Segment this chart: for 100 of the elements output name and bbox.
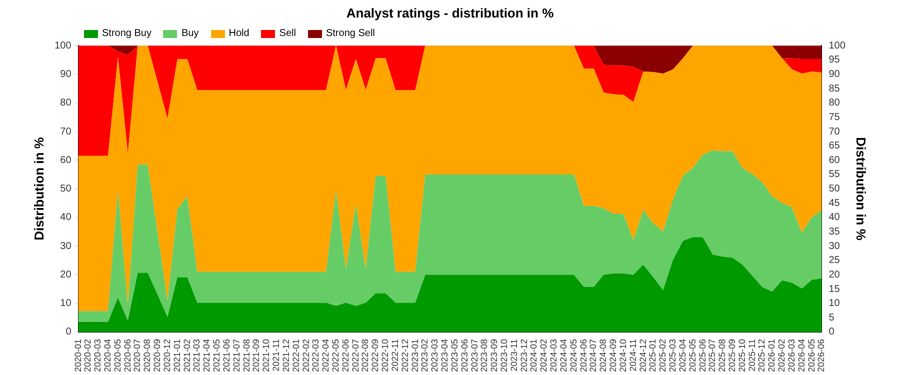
x-tick-label: 2021-08: [241, 338, 252, 372]
y-tick-label: 100: [54, 40, 72, 52]
y2-tick-label: 65: [828, 140, 840, 152]
x-tick-label: 2021-05: [212, 338, 222, 372]
x-tick-label: 2020-01: [72, 338, 83, 372]
y2-tick-label: 35: [828, 226, 840, 238]
x-tick-label: 2022-01: [290, 338, 301, 372]
x-tick-label: 2025-10: [736, 338, 747, 372]
x-tick-label: 2022-08: [360, 338, 370, 372]
x-tick-label: 2025-01: [648, 338, 658, 372]
legend-label: Strong Sell: [326, 28, 375, 39]
y-tick-label: 70: [60, 126, 72, 138]
legend-label: Buy: [181, 28, 199, 39]
x-tick-label: 2022-10: [380, 338, 390, 372]
y-tick-label: 10: [60, 298, 72, 310]
y2-tick-label: 5: [828, 312, 835, 324]
y2-tick-label: 45: [828, 198, 840, 209]
y2-tick-label: 25: [828, 255, 840, 266]
x-tick-label: 2025-11: [746, 338, 757, 372]
y-tick-label: 30: [60, 240, 72, 252]
x-tick-label: 2020-02: [82, 338, 93, 372]
x-tick-label: 2021-03: [192, 338, 202, 372]
x-tick-label: 2025-03: [668, 338, 678, 372]
x-tick-label: 2025-02: [658, 338, 668, 372]
y2-tick-label: 30: [828, 240, 840, 252]
y2-tick-label: 90: [828, 68, 840, 80]
x-tick-label: 2026-03: [786, 338, 796, 372]
x-tick-label: 2023-08: [479, 338, 490, 372]
x-tick-label: 2024-02: [538, 338, 549, 372]
y2-tick-label: 60: [828, 154, 840, 166]
x-tick-label: 2022-04: [320, 338, 331, 372]
x-tick-label: 2020-07: [132, 338, 142, 372]
x-tick-label: 2022-09: [370, 338, 380, 372]
x-tick-label: 2024-09: [608, 338, 618, 372]
x-tick-label: 2022-03: [310, 338, 321, 372]
x-tick-label: 2023-05: [449, 338, 460, 372]
x-tick-label: 2020-05: [112, 338, 122, 372]
y-tick-label: 60: [60, 154, 72, 166]
x-tick-label: 2023-04: [440, 338, 450, 372]
x-tick-label: 2024-11: [628, 338, 638, 372]
x-tick-label: 2020-08: [142, 338, 152, 372]
x-tick-label: 2025-05: [687, 338, 698, 372]
y2-tick-label: 100: [828, 40, 846, 52]
x-tick-label: 2020-04: [102, 338, 113, 372]
legend-label: Sell: [279, 28, 296, 39]
x-tick-label: 2020-12: [162, 338, 172, 372]
x-tick-label: 2026-04: [796, 338, 806, 372]
x-tick-label: 2024-05: [568, 338, 578, 372]
y2-tick-label: 15: [828, 284, 840, 295]
legend-label: Hold: [228, 28, 250, 39]
y2-tick-label: 70: [828, 126, 840, 138]
x-tick-label: 2025-07: [707, 338, 718, 372]
x-tick-label: 2023-12: [518, 338, 529, 372]
x-tick-label: 2021-10: [261, 338, 272, 372]
legend-label: Strong Buy: [102, 28, 152, 39]
x-tick-label: 2025-06: [697, 338, 708, 372]
x-tick-label: 2024-10: [618, 338, 628, 372]
x-tick-label: 2021-12: [280, 338, 291, 372]
y2-tick-label: 85: [828, 83, 840, 94]
x-tick-label: 2024-01: [528, 338, 539, 372]
x-tick-label: 2022-02: [300, 338, 311, 372]
x-tick-label: 2021-04: [202, 338, 212, 372]
x-tick-label: 2022-05: [330, 338, 340, 372]
x-tick-label: 2024-04: [558, 338, 568, 372]
x-tick-label: 2020-06: [122, 338, 132, 372]
x-tick-label: 2021-06: [221, 338, 232, 372]
x-tick-label: 2026-02: [776, 338, 787, 372]
x-tick-label: 2022-07: [350, 338, 360, 372]
y2-axis-title: Distribution in %: [854, 137, 869, 241]
x-tick-label: 2025-08: [717, 338, 728, 372]
y2-tick-label: 0: [828, 326, 835, 338]
y-tick-label: 90: [60, 68, 72, 80]
x-tick-label: 2023-10: [499, 338, 510, 372]
x-tick-label: 2023-11: [508, 338, 519, 372]
y-tick-label: 20: [60, 269, 72, 280]
y-axis-title: Distribution in %: [31, 136, 46, 240]
x-tick-label: 2021-09: [251, 338, 262, 372]
y2-tick-label: 80: [828, 98, 840, 109]
x-tick-label: 2023-07: [469, 338, 480, 372]
x-tick-label: 2022-11: [390, 338, 400, 372]
y2-tick-label: 10: [828, 298, 840, 310]
y2-tick-label: 75: [828, 112, 840, 123]
x-tick-label: 2023-01: [410, 338, 420, 372]
x-tick-label: 2026-05: [806, 338, 816, 372]
x-tick-label: 2024-03: [548, 338, 559, 372]
x-tick-label: 2020-09: [152, 338, 162, 372]
x-tick-label: 2023-09: [489, 338, 500, 372]
x-tick-label: 2023-02: [420, 338, 430, 372]
x-tick-label: 2026-01: [766, 338, 777, 372]
y2-tick-label: 95: [828, 54, 840, 66]
x-tick-label: 2023-03: [430, 338, 440, 372]
x-tick-label: 2025-12: [756, 338, 767, 372]
y2-tick-label: 40: [828, 212, 840, 224]
x-tick-label: 2022-12: [400, 338, 410, 372]
x-tick-label: 2020-03: [92, 338, 103, 372]
x-tick-label: 2021-07: [231, 338, 242, 372]
y2-tick-label: 20: [828, 269, 840, 280]
y-tick-label: 80: [60, 98, 72, 109]
x-tick-label: 2024-12: [638, 338, 648, 372]
y2-tick-label: 55: [828, 169, 840, 180]
